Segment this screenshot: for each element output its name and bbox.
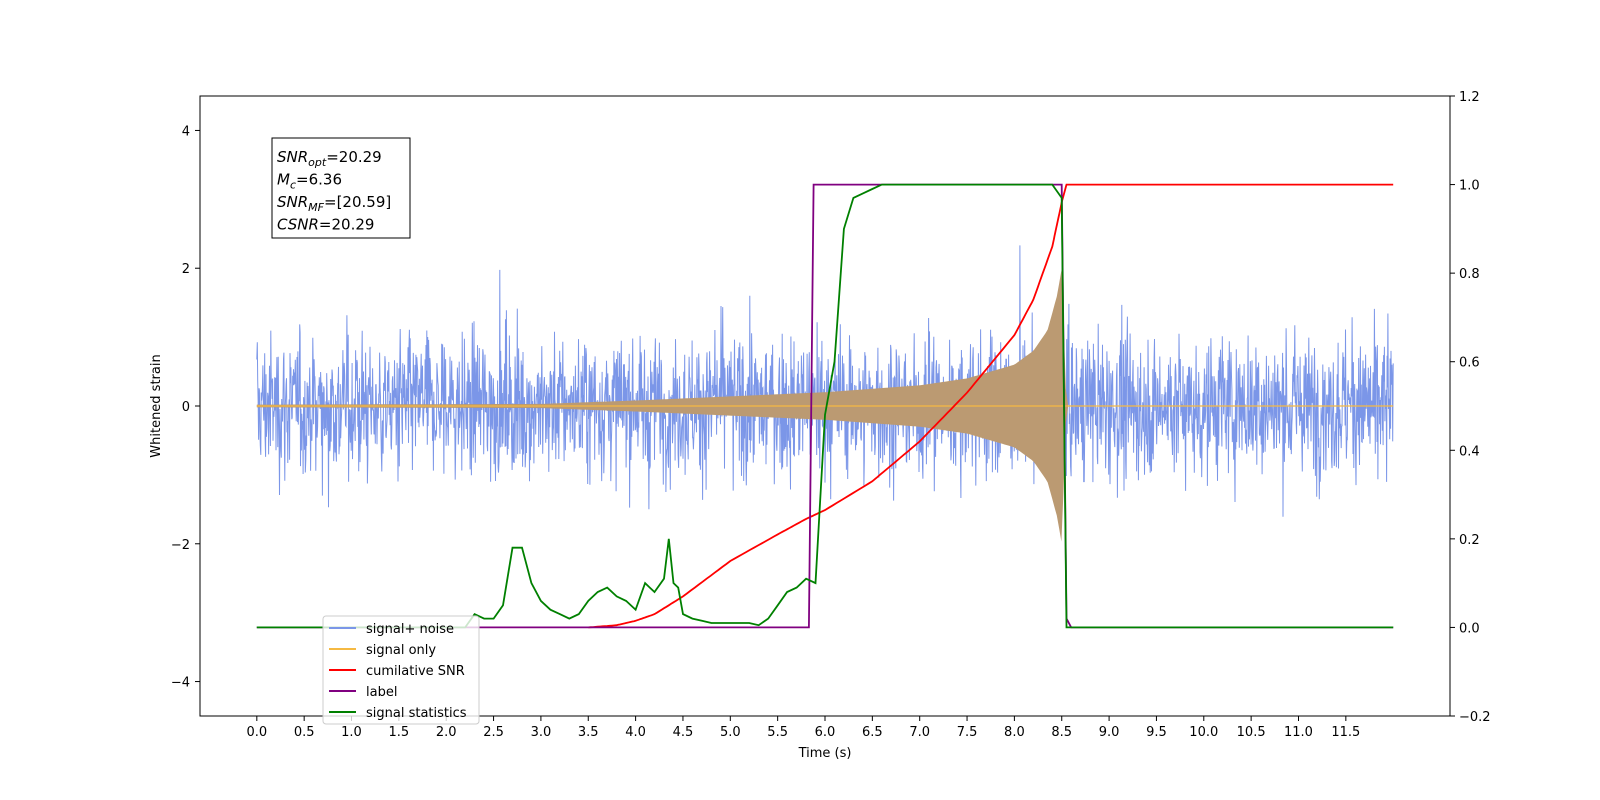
x-tick-label: 5.0 xyxy=(720,725,741,740)
x-tick-label: 2.0 xyxy=(436,725,457,740)
x-tick-label: 0.0 xyxy=(246,725,267,740)
y2-tick-label: 1.0 xyxy=(1459,179,1480,194)
annotation-subscript: MF xyxy=(308,201,324,214)
y2-tick-label: 0.4 xyxy=(1459,444,1480,459)
annotation-symbol: M xyxy=(277,171,290,189)
annotation-line: SNRopt=20.29 xyxy=(277,148,382,169)
x-tick-label: 6.0 xyxy=(815,725,836,740)
x-tick-label: 7.5 xyxy=(957,725,978,740)
x-tick-label: 1.5 xyxy=(389,725,410,740)
legend-frame xyxy=(322,615,480,725)
x-axis-label: Time (s) xyxy=(798,746,852,761)
annotation-symbol: CSNR xyxy=(277,216,319,234)
x-tick-label: 8.5 xyxy=(1051,725,1072,740)
y2-tick-label: 0.2 xyxy=(1459,533,1480,548)
x-tick-label: 8.0 xyxy=(1004,725,1025,740)
x-tick-label: 4.0 xyxy=(625,725,646,740)
annotation-frame xyxy=(271,137,411,239)
annotation-subscript: c xyxy=(290,179,296,192)
annotation-line: SNRMF=[20.59] xyxy=(277,193,391,214)
legend-label: signal+ noise xyxy=(366,622,454,637)
annotation-value: =20.29 xyxy=(326,148,382,166)
y-tick-label: −2 xyxy=(171,538,190,553)
x-tick-label: 0.5 xyxy=(294,725,315,740)
legend-label: signal only xyxy=(366,643,436,658)
y-tick-label: −4 xyxy=(171,676,190,691)
annotation-symbol: SNR xyxy=(277,148,308,166)
x-tick-label: 4.5 xyxy=(673,725,694,740)
legend-label: label xyxy=(366,685,397,700)
annotation-subscript: opt xyxy=(308,156,327,169)
y-tick-label: 2 xyxy=(182,262,190,277)
y2-tick-label: 0.8 xyxy=(1459,267,1480,282)
x-tick-label: 10.0 xyxy=(1189,725,1218,740)
series-signal-noise xyxy=(256,245,1394,517)
series-signal-statistics xyxy=(256,183,1394,629)
snr-annotation-box: SNRopt=20.29Mc=6.36SNRMF=[20.59]CSNR=20.… xyxy=(271,137,411,239)
annotation-value: =20.29 xyxy=(319,216,375,234)
x-tick-label: 7.0 xyxy=(909,725,930,740)
y2-tick-label: −0.2 xyxy=(1459,710,1491,725)
x-tick-label: 11.5 xyxy=(1331,725,1360,740)
y-tick-label: 4 xyxy=(182,124,190,139)
annotation-line: Mc=6.36 xyxy=(277,171,342,192)
y2-tick-label: 1.2 xyxy=(1459,90,1480,105)
x-tick-label: 2.5 xyxy=(483,725,504,740)
x-tick-label: 5.5 xyxy=(767,725,788,740)
x-tick-label: 9.0 xyxy=(1099,725,1120,740)
legend: signal+ noise signal only cumilative SNR la… xyxy=(322,615,480,725)
annotation-symbol: SNR xyxy=(277,193,308,211)
legend-label: cumilative SNR xyxy=(366,664,465,679)
x-axis: 0.0 0.5 1.0 1.5 2.0 2.5 3.0 3.5 4.0 4.5 5.0 5.5 6.0 6… xyxy=(246,716,1360,740)
y-axis-right: −0.2 0.0 0.2 0.4 0.6 0.8 1.0 1.2 xyxy=(1450,90,1491,725)
annotation-line: CSNR=20.29 xyxy=(277,216,374,234)
plot-area xyxy=(256,183,1394,629)
x-tick-label: 9.5 xyxy=(1146,725,1167,740)
y2-tick-label: 0.0 xyxy=(1459,621,1480,636)
x-tick-label: 11.0 xyxy=(1284,725,1313,740)
y2-tick-label: 0.6 xyxy=(1459,356,1480,371)
legend-label: signal statistics xyxy=(366,706,467,721)
annotation-value: =6.36 xyxy=(296,171,342,189)
y-tick-label: 0 xyxy=(182,400,190,415)
annotation-value: =[20.59] xyxy=(324,193,391,211)
x-tick-label: 3.5 xyxy=(578,725,599,740)
y-axis-left: −4 −2 0 2 4 xyxy=(171,124,200,691)
series-cumulative-snr xyxy=(588,183,1394,629)
x-tick-label: 10.5 xyxy=(1237,725,1266,740)
x-tick-label: 3.0 xyxy=(531,725,552,740)
y-axis-label: Whitened strain xyxy=(149,354,164,457)
x-tick-label: 6.5 xyxy=(862,725,883,740)
x-tick-label: 1.0 xyxy=(341,725,362,740)
